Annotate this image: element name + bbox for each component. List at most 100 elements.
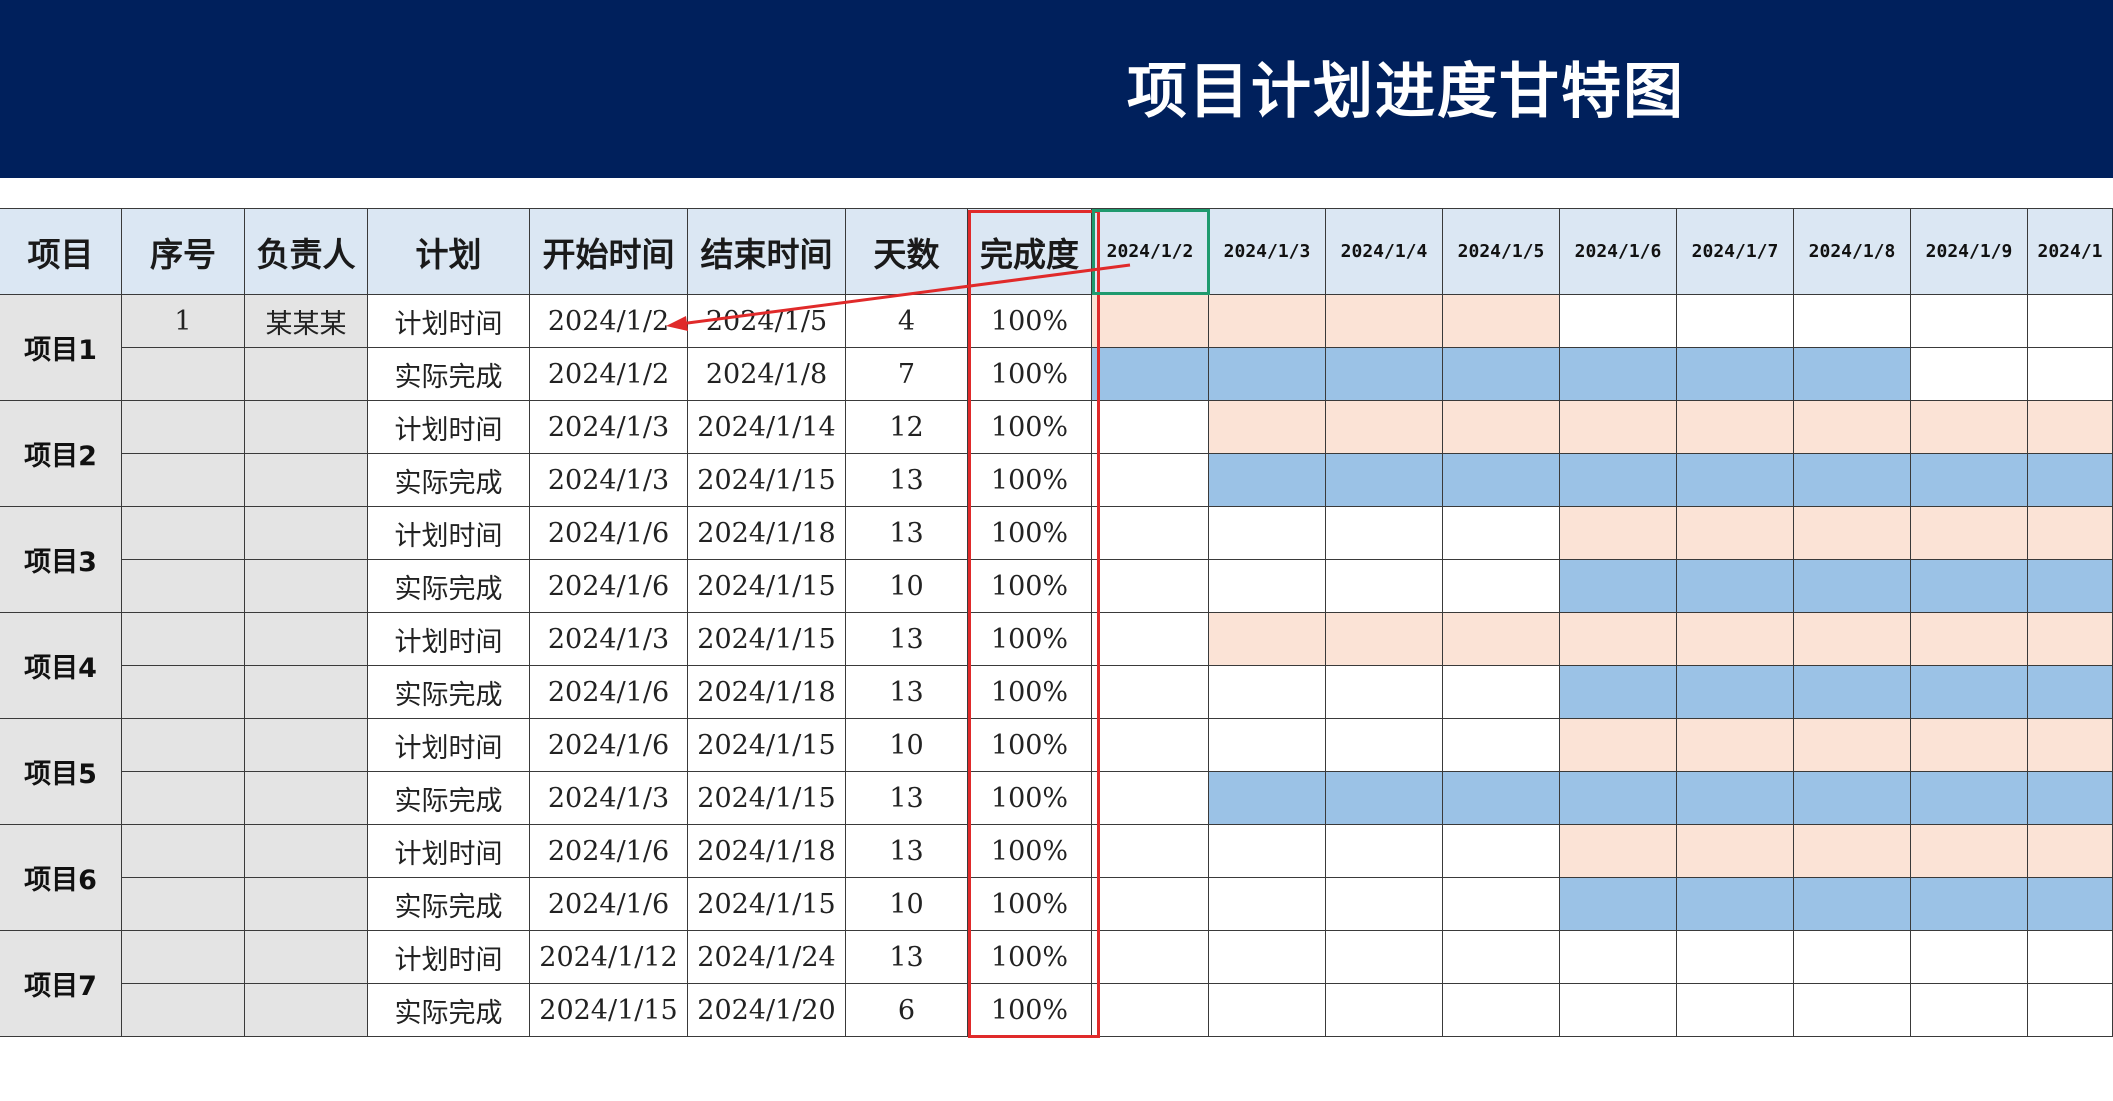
gantt-plan-bar-cell[interactable] — [1560, 507, 1677, 560]
gantt-cell[interactable] — [1443, 560, 1560, 613]
gantt-actual-bar-cell[interactable] — [1326, 454, 1443, 507]
start-date-cell[interactable]: 2024/1/2 — [530, 295, 688, 348]
gantt-actual-bar-cell[interactable] — [1911, 878, 2028, 931]
gantt-cell[interactable] — [1209, 560, 1326, 613]
completion-cell[interactable]: 100% — [968, 878, 1092, 931]
seq-cell[interactable] — [122, 825, 245, 878]
gantt-cell[interactable] — [1209, 825, 1326, 878]
date-header-cell[interactable]: 2024/1/3 — [1209, 209, 1326, 295]
gantt-cell[interactable] — [2028, 984, 2113, 1037]
project-name-cell[interactable]: 项目6 — [0, 825, 122, 931]
gantt-actual-bar-cell[interactable] — [1911, 560, 2028, 613]
seq-cell[interactable] — [122, 454, 245, 507]
date-header-cell[interactable]: 2024/1/9 — [1911, 209, 2028, 295]
owner-cell[interactable] — [245, 507, 368, 560]
end-date-cell[interactable]: 2024/1/18 — [688, 507, 846, 560]
plan-type-cell[interactable]: 实际完成 — [368, 878, 530, 931]
gantt-cell[interactable] — [1443, 825, 1560, 878]
gantt-plan-bar-cell[interactable] — [2028, 825, 2113, 878]
days-cell[interactable]: 10 — [846, 560, 968, 613]
plan-type-cell[interactable]: 实际完成 — [368, 348, 530, 401]
gantt-actual-bar-cell[interactable] — [1560, 454, 1677, 507]
gantt-plan-bar-cell[interactable] — [1326, 401, 1443, 454]
completion-cell[interactable]: 100% — [968, 613, 1092, 666]
start-date-cell[interactable]: 2024/1/15 — [530, 984, 688, 1037]
gantt-cell[interactable] — [1092, 666, 1209, 719]
completion-cell[interactable]: 100% — [968, 295, 1092, 348]
gantt-plan-bar-cell[interactable] — [1560, 719, 1677, 772]
seq-cell[interactable] — [122, 613, 245, 666]
completion-cell[interactable]: 100% — [968, 401, 1092, 454]
seq-cell[interactable] — [122, 984, 245, 1037]
end-date-cell[interactable]: 2024/1/15 — [688, 560, 846, 613]
gantt-cell[interactable] — [1092, 454, 1209, 507]
gantt-cell[interactable] — [2028, 931, 2113, 984]
gantt-actual-bar-cell[interactable] — [1560, 348, 1677, 401]
owner-cell[interactable] — [245, 878, 368, 931]
plan-type-cell[interactable]: 计划时间 — [368, 295, 530, 348]
seq-cell[interactable] — [122, 666, 245, 719]
gantt-actual-bar-cell[interactable] — [1677, 560, 1794, 613]
plan-type-cell[interactable]: 实际完成 — [368, 772, 530, 825]
gantt-cell[interactable] — [1911, 295, 2028, 348]
days-cell[interactable]: 7 — [846, 348, 968, 401]
start-date-cell[interactable]: 2024/1/3 — [530, 401, 688, 454]
gantt-cell[interactable] — [1092, 719, 1209, 772]
gantt-plan-bar-cell[interactable] — [1911, 401, 2028, 454]
gantt-cell[interactable] — [1560, 931, 1677, 984]
column-header-start[interactable]: 开始时间 — [530, 209, 688, 295]
gantt-plan-bar-cell[interactable] — [2028, 401, 2113, 454]
completion-cell[interactable]: 100% — [968, 719, 1092, 772]
gantt-actual-bar-cell[interactable] — [2028, 560, 2113, 613]
gantt-cell[interactable] — [1326, 984, 1443, 1037]
gantt-cell[interactable] — [1443, 984, 1560, 1037]
gantt-cell[interactable] — [1209, 984, 1326, 1037]
date-header-cell[interactable]: 2024/1/7 — [1677, 209, 1794, 295]
start-date-cell[interactable]: 2024/1/6 — [530, 666, 688, 719]
gantt-cell[interactable] — [1092, 613, 1209, 666]
date-header-cell[interactable]: 2024/1/6 — [1560, 209, 1677, 295]
gantt-cell[interactable] — [1092, 772, 1209, 825]
gantt-plan-bar-cell[interactable] — [1677, 613, 1794, 666]
plan-type-cell[interactable]: 计划时间 — [368, 401, 530, 454]
project-name-cell[interactable]: 项目2 — [0, 401, 122, 507]
seq-cell[interactable] — [122, 507, 245, 560]
seq-cell[interactable] — [122, 719, 245, 772]
owner-cell[interactable] — [245, 348, 368, 401]
date-header-cell[interactable]: 2024/1/5 — [1443, 209, 1560, 295]
gantt-plan-bar-cell[interactable] — [1560, 401, 1677, 454]
gantt-plan-bar-cell[interactable] — [2028, 613, 2113, 666]
end-date-cell[interactable]: 2024/1/15 — [688, 454, 846, 507]
gantt-plan-bar-cell[interactable] — [1794, 507, 1911, 560]
project-name-cell[interactable]: 项目1 — [0, 295, 122, 401]
gantt-cell[interactable] — [1443, 878, 1560, 931]
gantt-plan-bar-cell[interactable] — [1794, 401, 1911, 454]
gantt-actual-bar-cell[interactable] — [1443, 454, 1560, 507]
days-cell[interactable]: 13 — [846, 666, 968, 719]
completion-cell[interactable]: 100% — [968, 772, 1092, 825]
seq-cell[interactable] — [122, 878, 245, 931]
gantt-cell[interactable] — [1677, 931, 1794, 984]
seq-cell[interactable] — [122, 560, 245, 613]
seq-cell[interactable] — [122, 772, 245, 825]
owner-cell[interactable]: 某某某 — [245, 295, 368, 348]
end-date-cell[interactable]: 2024/1/15 — [688, 613, 846, 666]
gantt-actual-bar-cell[interactable] — [1677, 454, 1794, 507]
plan-type-cell[interactable]: 实际完成 — [368, 666, 530, 719]
gantt-plan-bar-cell[interactable] — [1443, 295, 1560, 348]
completion-cell[interactable]: 100% — [968, 931, 1092, 984]
gantt-plan-bar-cell[interactable] — [1794, 825, 1911, 878]
gantt-cell[interactable] — [1326, 825, 1443, 878]
plan-type-cell[interactable]: 计划时间 — [368, 825, 530, 878]
gantt-cell[interactable] — [1443, 931, 1560, 984]
gantt-cell[interactable] — [1560, 984, 1677, 1037]
owner-cell[interactable] — [245, 560, 368, 613]
gantt-cell[interactable] — [1092, 825, 1209, 878]
gantt-cell[interactable] — [1326, 507, 1443, 560]
gantt-cell[interactable] — [1326, 878, 1443, 931]
gantt-cell[interactable] — [1326, 560, 1443, 613]
gantt-plan-bar-cell[interactable] — [1677, 401, 1794, 454]
gantt-plan-bar-cell[interactable] — [1209, 613, 1326, 666]
gantt-cell[interactable] — [1092, 401, 1209, 454]
gantt-cell[interactable] — [1794, 931, 1911, 984]
